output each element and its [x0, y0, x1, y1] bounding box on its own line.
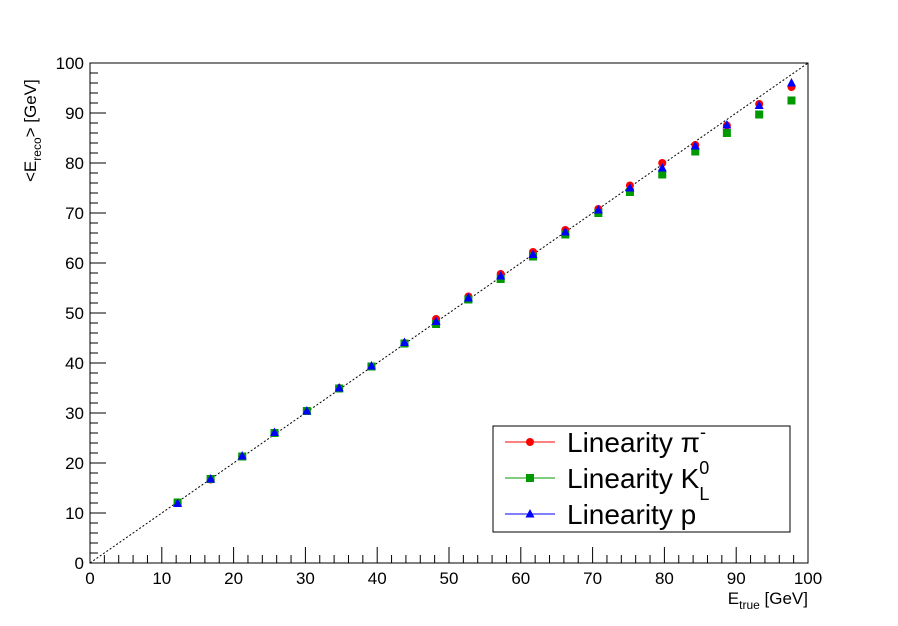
x-tick-label: 70: [583, 569, 602, 588]
data-point: [560, 227, 570, 236]
data-point: [722, 129, 731, 137]
y-tick-label: 70: [65, 204, 84, 223]
data-point: [431, 316, 441, 325]
legend-marker: [525, 509, 535, 518]
x-tick-label: 60: [511, 569, 530, 588]
data-point: [366, 361, 376, 370]
y-tick-label: 60: [65, 254, 84, 273]
data-point: [625, 183, 635, 192]
x-tick-label: 10: [152, 569, 171, 588]
data-point: [270, 427, 280, 436]
data-point: [302, 406, 312, 415]
legend-marker: [526, 474, 534, 482]
data-point: [755, 110, 764, 119]
x-tick-label: 50: [440, 569, 459, 588]
data-point: [625, 188, 634, 196]
legend-marker: [526, 438, 534, 446]
y-tick-label: 100: [56, 54, 84, 73]
x-axis: 0 10 20 30 40 50 60 70 80 90 100: [85, 547, 822, 588]
x-axis-title-sub: true: [739, 598, 760, 612]
data-point: [657, 163, 667, 172]
legend-label: Linearity K0 L: [567, 458, 709, 504]
x-tick-label: 80: [655, 569, 674, 588]
series-triangle: [173, 78, 796, 507]
data-point: [786, 78, 796, 87]
y-tick-label: 0: [75, 554, 84, 573]
x-axis-title-unit: [GeV]: [760, 589, 808, 608]
data-point: [206, 474, 216, 483]
legend-label: Linearity p: [567, 499, 696, 530]
y-tick-label: 10: [65, 504, 84, 523]
data-point: [334, 383, 344, 392]
y-axis-title-prefix: <E: [21, 161, 40, 182]
data-point: [754, 100, 764, 109]
x-tick-label: 20: [224, 569, 243, 588]
data-point: [237, 451, 247, 460]
y-axis: 0 10 20 30 40 50 60 70 80 90 100: [56, 54, 106, 573]
data-point: [463, 293, 473, 302]
y-tick-label: 80: [65, 154, 84, 173]
x-tick-label: 0: [85, 569, 94, 588]
data-point: [173, 498, 183, 507]
x-axis-title-main: E: [728, 589, 739, 608]
x-tick-label: 100: [794, 569, 822, 588]
y-axis-title: <Ereco> [GeV]: [21, 79, 44, 182]
y-tick-label: 40: [65, 354, 84, 373]
data-series: [173, 78, 796, 507]
x-tick-label: 40: [368, 569, 387, 588]
x-axis-title: Etrue [GeV]: [728, 589, 808, 612]
data-point: [787, 96, 796, 105]
data-point: [722, 120, 732, 129]
y-tick-label: 30: [65, 404, 84, 423]
data-point: [658, 170, 667, 179]
y-axis-title-sub: reco: [30, 137, 44, 161]
x-tick-label: 30: [296, 569, 315, 588]
legend-label: Linearity π-: [567, 422, 706, 458]
data-point: [496, 271, 506, 280]
y-tick-label: 20: [65, 454, 84, 473]
x-tick-label: 90: [727, 569, 746, 588]
y-tick-label: 90: [65, 104, 84, 123]
y-tick-label: 50: [65, 304, 84, 323]
data-point: [691, 147, 700, 156]
data-point: [528, 249, 538, 258]
data-point: [690, 141, 700, 150]
data-point: [593, 205, 603, 214]
y-axis-title-suffix: > [GeV]: [21, 79, 40, 137]
data-point: [399, 337, 409, 346]
